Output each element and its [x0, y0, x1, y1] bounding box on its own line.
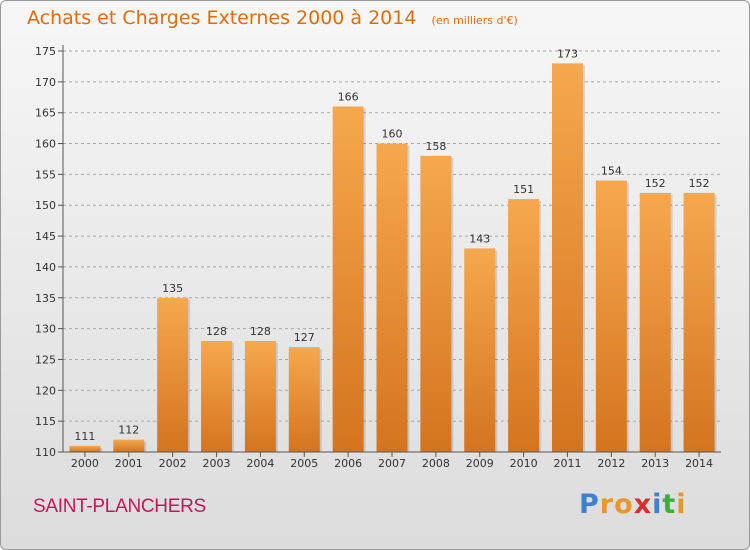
x-tick-label: 2006 — [334, 457, 362, 470]
x-tick-label: 2010 — [510, 457, 538, 470]
y-tick-label: 150 — [35, 199, 56, 212]
logo-letter: i — [652, 489, 663, 520]
value-label: 158 — [425, 140, 446, 153]
proxiti-logo: Proxiti — [579, 489, 687, 520]
value-label: 128 — [250, 325, 271, 338]
x-tick-label: 2008 — [422, 457, 450, 470]
chart-unit: (en milliers d'€) — [431, 14, 518, 27]
y-tick-label: 160 — [35, 138, 56, 151]
x-tick-label: 2009 — [466, 457, 494, 470]
y-tick-label: 120 — [35, 384, 56, 397]
chart-title: Achats et Charges Externes 2000 à 2014 — [27, 7, 417, 29]
value-label: 143 — [469, 232, 490, 245]
bar — [288, 347, 320, 452]
axes: 110 115 120 125 130 135 140 145 150 155 160 165 170 1… — [35, 45, 721, 470]
x-tick-label: 2014 — [685, 457, 713, 470]
value-label: 154 — [601, 165, 622, 178]
bar — [508, 199, 540, 452]
bar — [639, 192, 671, 452]
y-tick-label: 175 — [35, 45, 56, 58]
bar — [69, 445, 101, 452]
y-tick-label: 140 — [35, 261, 56, 274]
y-tick-label: 135 — [35, 292, 56, 305]
x-tick-label: 2012 — [597, 457, 625, 470]
value-label: 127 — [294, 331, 315, 344]
bar — [595, 180, 627, 453]
y-tick-label: 110 — [35, 446, 56, 459]
bar — [157, 297, 189, 452]
y-tick-label: 115 — [35, 415, 56, 428]
y-tick-label: 145 — [35, 230, 56, 243]
x-tick-label: 2000 — [71, 457, 99, 470]
bar — [464, 248, 496, 452]
logo-letter: t — [662, 489, 677, 520]
bar — [683, 192, 715, 452]
x-tick-label: 2002 — [159, 457, 187, 470]
value-label: 152 — [645, 177, 666, 190]
value-label: 160 — [382, 128, 403, 141]
value-label: 166 — [338, 91, 359, 104]
x-tick-label: 2011 — [553, 457, 581, 470]
logo-letter: P — [579, 489, 600, 520]
bar — [201, 340, 233, 452]
y-tick-label: 165 — [35, 107, 56, 120]
bar — [376, 143, 408, 453]
y-tick-label: 170 — [35, 76, 56, 89]
bar — [332, 106, 364, 453]
y-tick-label: 130 — [35, 323, 56, 336]
logo-letter: i — [676, 489, 687, 520]
labels-group: 111 112 135 128 128 127 166 160 158 143 151 173 154 1… — [74, 47, 709, 442]
title-row: Achats et Charges Externes 2000 à 2014 (… — [27, 7, 518, 29]
x-tick-label: 2007 — [378, 457, 406, 470]
x-tick-label: 2013 — [641, 457, 669, 470]
logo-letter: o — [614, 489, 634, 520]
y-tick-label: 155 — [35, 168, 56, 181]
y-tick-label: 125 — [35, 353, 56, 366]
value-label: 152 — [689, 177, 710, 190]
commune-name: SAINT-PLANCHERS — [33, 496, 206, 517]
logo-letter: x — [633, 489, 653, 520]
value-label: 112 — [118, 424, 139, 437]
bar — [551, 63, 583, 452]
value-label: 135 — [162, 282, 183, 295]
bars-group — [69, 63, 717, 453]
x-tick-label: 2003 — [203, 457, 231, 470]
x-tick-label: 2004 — [246, 457, 274, 470]
value-label: 173 — [557, 47, 578, 60]
value-label: 128 — [206, 325, 227, 338]
value-label: 111 — [74, 430, 95, 443]
logo-letter: r — [599, 489, 615, 520]
bar — [113, 439, 145, 452]
x-tick-label: 2005 — [290, 457, 318, 470]
bar — [244, 340, 276, 452]
x-tick-label: 2001 — [115, 457, 143, 470]
value-label: 151 — [513, 183, 534, 196]
bar — [420, 155, 452, 452]
